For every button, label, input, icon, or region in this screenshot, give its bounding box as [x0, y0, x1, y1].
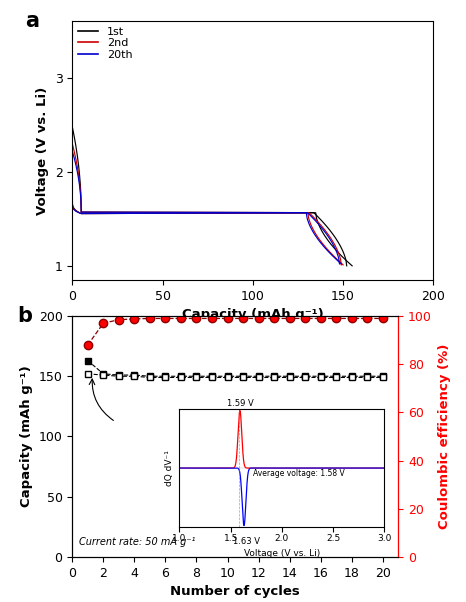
Text: Average voltage: 1.58 V: Average voltage: 1.58 V — [253, 470, 345, 479]
Y-axis label: dQ dV⁻¹: dQ dV⁻¹ — [165, 450, 174, 486]
Text: 1.63 V: 1.63 V — [233, 537, 260, 546]
Text: 1.59 V: 1.59 V — [226, 399, 254, 408]
Y-axis label: Voltage (V vs. Li): Voltage (V vs. Li) — [36, 86, 49, 215]
Y-axis label: Capacity (mAh g⁻¹): Capacity (mAh g⁻¹) — [20, 365, 33, 507]
X-axis label: Voltage (V vs. Li): Voltage (V vs. Li) — [244, 549, 320, 558]
Text: a: a — [25, 11, 39, 31]
X-axis label: Capacity (mAh g⁻¹): Capacity (mAh g⁻¹) — [182, 308, 324, 321]
Legend: 1st, 2nd, 20th: 1st, 2nd, 20th — [75, 25, 135, 62]
Y-axis label: Coulombic efficiency (%): Coulombic efficiency (%) — [438, 344, 451, 529]
Text: Current rate: 50 mA g⁻¹: Current rate: 50 mA g⁻¹ — [79, 537, 195, 547]
X-axis label: Number of cycles: Number of cycles — [171, 585, 300, 598]
Text: b: b — [17, 306, 32, 326]
